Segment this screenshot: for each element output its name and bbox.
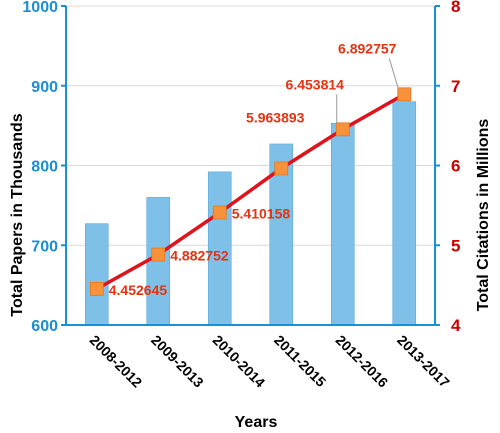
data-label-leader-5 [388, 58, 399, 89]
data-label-5: 6.892757 [338, 40, 397, 56]
bar-4 [330, 122, 355, 326]
y-right-tick-label-3: 7 [451, 77, 460, 96]
data-label-4: 6.453814 [286, 76, 345, 92]
data-label-2: 5.410158 [232, 206, 291, 222]
x-tick-label-4: 2012-2016 [333, 332, 392, 391]
citations-marker-0 [89, 282, 104, 296]
y-left-tick-label-0: 600 [31, 318, 58, 335]
y-right-tick-label-2: 6 [451, 157, 460, 176]
citations-marker-3 [274, 161, 289, 176]
citations-marker-4 [335, 122, 350, 137]
citations-marker-1 [151, 247, 166, 262]
y-left-tick-label-1: 700 [31, 238, 58, 255]
label-layer: 4.452645 4.882752 5.410158 5.963893 6.453814… [109, 40, 399, 298]
x-tick-label-5: 2013-2017 [394, 332, 453, 391]
y-left-tick-label-4: 1000 [22, 0, 58, 16]
x-axis-title: Years [235, 414, 278, 431]
x-tick-label-2: 2010-2014 [210, 332, 269, 391]
y-left-axis-title: Total Papers in Thousands [9, 113, 26, 316]
x-tick-label-1: 2009-2013 [148, 332, 207, 391]
x-tick-label-0: 2008-2012 [87, 332, 146, 391]
bar-5 [392, 101, 417, 326]
data-label-0: 4.452645 [109, 282, 168, 298]
y-right-tick-label-4: 8 [451, 0, 460, 16]
y-right-axis-title: Total Citations in Millions [475, 119, 492, 312]
bar-0 [84, 223, 109, 326]
data-label-3: 5.963893 [246, 109, 305, 125]
citations-marker-5 [397, 87, 412, 102]
y-left-tick-label-2: 800 [31, 159, 58, 176]
y-left-tick-label-3: 900 [31, 79, 58, 96]
citations-line [95, 92, 406, 291]
citations-marker-2 [212, 205, 227, 220]
x-tick-label-3: 2011-2015 [271, 332, 329, 390]
y-right-tick-label-1: 5 [451, 236, 460, 255]
y-right-tick-label-0: 4 [451, 316, 461, 335]
data-label-1: 4.882752 [170, 248, 229, 264]
line-layer [89, 87, 412, 296]
